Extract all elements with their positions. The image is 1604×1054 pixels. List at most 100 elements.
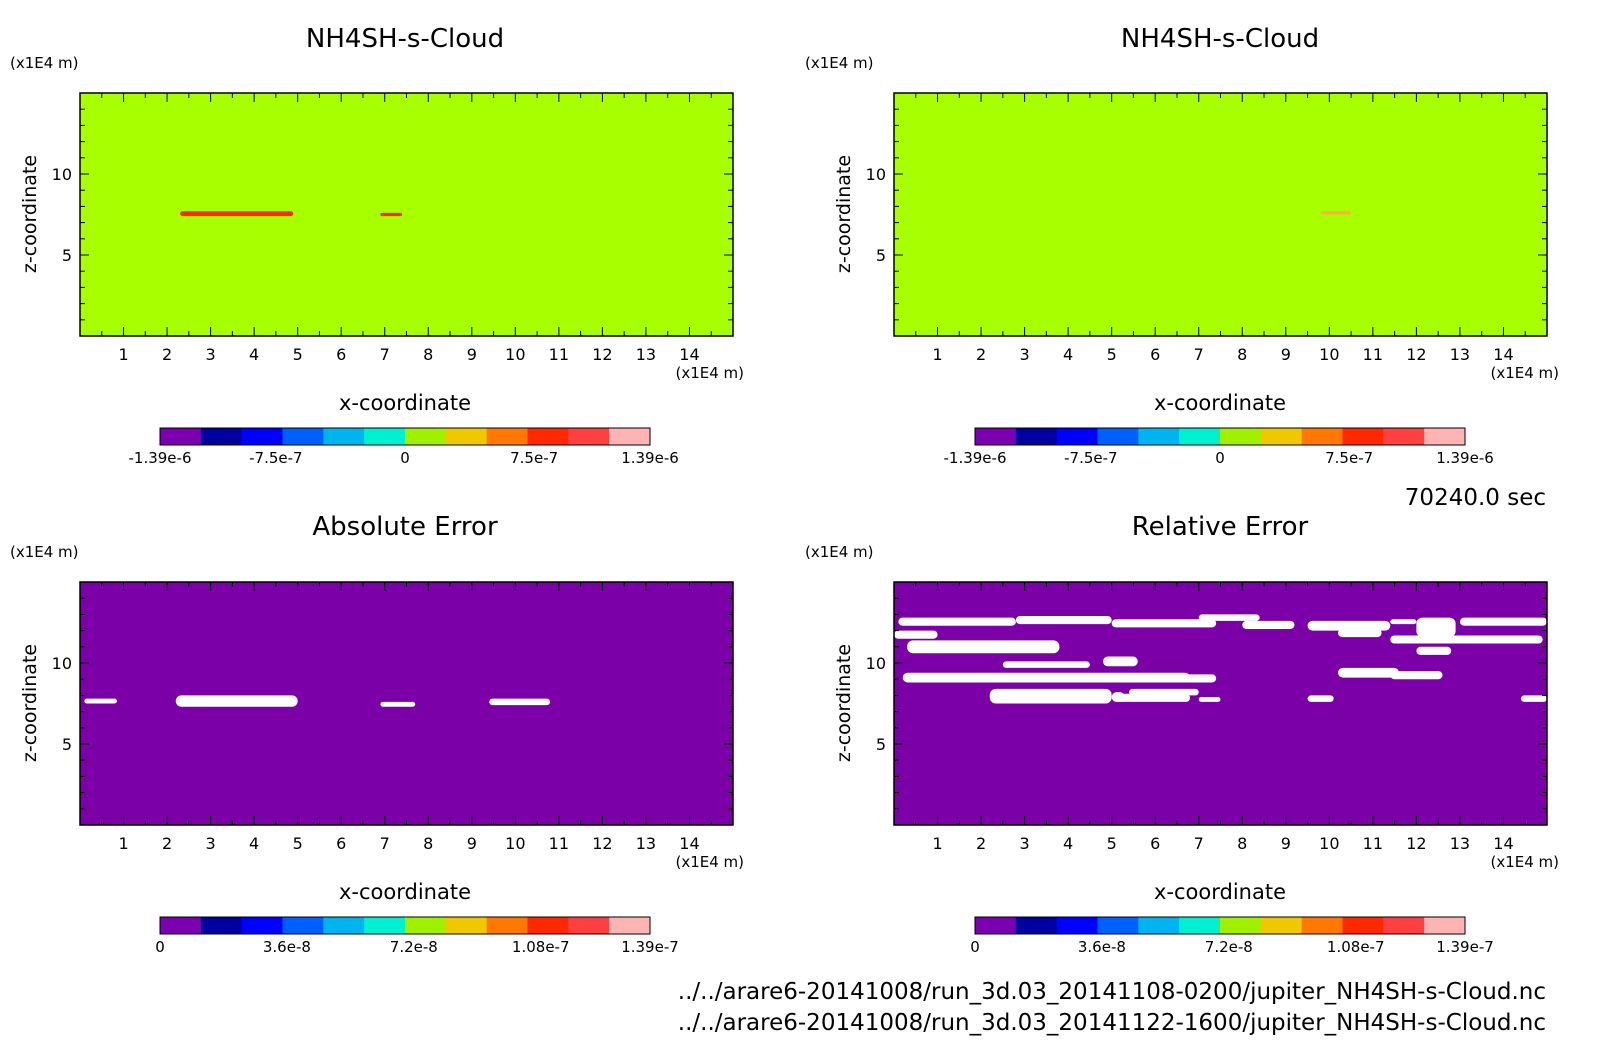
colorbar-swatch [323,428,365,445]
x-tick-label: 12 [592,345,612,364]
panel-title: NH4SH-s-Cloud [306,24,504,54]
y-tick-label: 10 [866,654,886,673]
data-feature [1168,674,1217,683]
x-tick-label: 5 [293,345,303,364]
data-feature [1198,614,1260,621]
data-feature [1102,656,1138,667]
data-feature [902,672,1191,683]
x-tick-label: 11 [549,834,569,853]
plot-background [894,93,1547,336]
x-tick-label: 13 [636,345,656,364]
y-unit-label: (x1E4 m) [10,54,79,72]
x-tick-label: 13 [636,834,656,853]
x-tick-label: 1 [118,834,128,853]
x-tick-label: 3 [1020,834,1030,853]
colorbar-frame [974,916,1466,935]
colorbar-swatch [486,917,528,934]
data-feature [1307,620,1391,631]
data-feature [1320,211,1352,215]
x-tick-label: 14 [1493,345,1513,364]
colorbar-swatch [1383,428,1425,445]
colorbar-swatch [609,428,651,445]
x-tick-label: 11 [1363,834,1383,853]
colorbar-swatch [364,917,406,934]
x-tick-label: 10 [1319,345,1339,364]
data-feature [1116,693,1191,702]
colorbar-swatch [282,917,324,934]
colorbar-swatch [241,917,283,934]
colorbar-swatch [445,428,488,445]
colorbar-swatch [1424,428,1466,445]
colorbar: 0 3.6e-8 7.2e-8 1.08e-7 1.39e-7 [970,916,1494,956]
colorbar-swatch [1138,917,1180,934]
colorbar-tick-label: 1.39e-7 [1436,938,1494,956]
data-feature [1459,617,1547,626]
y-axis-label: z-coordinate [19,644,41,762]
colorbar-swatch [975,917,1017,934]
colorbar-swatch [568,428,610,445]
x-tick-label: 8 [423,834,433,853]
colorbar-frame [159,916,651,935]
x-tick-label: 2 [162,345,172,364]
data-feature [1242,620,1295,629]
x-axis-label: x-coordinate [339,391,471,415]
x-tick-label: 5 [1107,345,1117,364]
colorbar-tick-label: 1.39e-6 [1436,449,1494,467]
colorbar-tick-label: 3.6e-8 [263,938,311,956]
y-tick-label: 5 [62,735,72,754]
y-tick-label: 5 [876,246,886,265]
data-feature [1198,697,1221,702]
data-feature [1111,619,1217,628]
colorbar-swatch [975,428,1017,445]
x-tick-label: 6 [1150,345,1160,364]
x-axis-label: x-coordinate [1154,391,1286,415]
x-tick-label: 1 [932,345,942,364]
data-feature [380,212,403,217]
colorbar-swatch [1301,917,1343,934]
x-tick-label: 11 [1363,345,1383,364]
colorbar-swatch [1015,917,1058,934]
colorbar-tick-label: 7.5e-7 [510,449,558,467]
x-axis-label: x-coordinate [1154,880,1286,904]
colorbar-tick-label: 7.2e-8 [1205,938,1253,956]
data-feature [1390,635,1543,644]
x-tick-label: 7 [1194,345,1204,364]
colorbar-frame [974,427,1466,446]
file-path-2: ../../arare6-20141008/run_3d.03_20141122… [678,1010,1546,1036]
x-tick-label: 6 [336,345,346,364]
panel-title: NH4SH-s-Cloud [1121,24,1319,54]
colorbar-swatch [405,917,447,934]
colorbar-swatch [1220,917,1262,934]
colorbar-frame [159,427,651,446]
colorbar-swatch [527,428,569,445]
data-feature [907,640,1060,654]
x-tick-label: 10 [505,834,525,853]
colorbar-tick-label: -7.5e-7 [1064,449,1117,467]
x-tick-label: 7 [1194,834,1204,853]
colorbar-swatch [160,428,202,445]
colorbar-swatch [1056,428,1098,445]
colorbar-tick-label: 3.6e-8 [1078,938,1126,956]
data-feature [1416,646,1452,655]
x-tick-label: 11 [549,345,569,364]
x-tick-label: 3 [206,345,216,364]
colorbar-swatch [1342,428,1384,445]
colorbar-tick-label: 0 [970,938,980,956]
data-feature [84,698,118,704]
x-tick-label: 10 [505,345,525,364]
colorbar-tick-label: 0 [1215,449,1225,467]
x-tick-label: 2 [162,834,172,853]
x-tick-label: 8 [423,345,433,364]
x-tick-label: 3 [1020,345,1030,364]
x-tick-label: 9 [1281,345,1291,364]
colorbar-swatch [568,917,610,934]
colorbar-swatch [1220,428,1262,445]
colorbar-swatch [200,917,243,934]
x-tick-label: 1 [932,834,942,853]
colorbar-tick-label: 0 [155,938,165,956]
colorbar: 0 3.6e-8 7.2e-8 1.08e-7 1.39e-7 [155,916,679,956]
colorbar-swatch [1383,917,1425,934]
x-tick-label: 10 [1319,834,1339,853]
